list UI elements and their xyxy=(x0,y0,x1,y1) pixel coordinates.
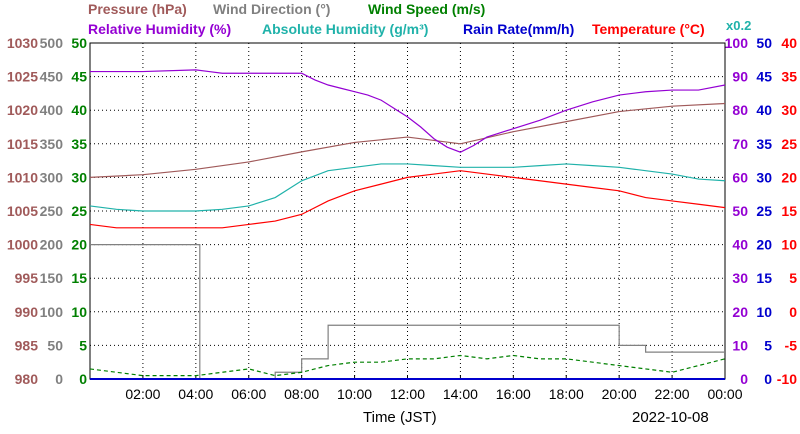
pressure-line xyxy=(89,102,726,178)
y-tick-label: 450 xyxy=(40,69,64,85)
wind-direction-line xyxy=(90,244,725,380)
y-tick-label: 980 xyxy=(15,371,39,387)
y-tick-label: 0 xyxy=(764,371,772,387)
y-tick-label: 0 xyxy=(55,371,63,387)
x-tick-label: 00:00 xyxy=(707,386,742,402)
wind-speed-title: Wind Speed (m/s) xyxy=(368,1,486,17)
y-tick-label: 30 xyxy=(781,102,797,118)
y-tick-label: 50 xyxy=(732,203,748,219)
y-tick-label: 40 xyxy=(732,237,748,253)
y-tick-label: 400 xyxy=(40,102,64,118)
y-tick-label: 30 xyxy=(756,169,772,185)
y-tick-label: 60 xyxy=(732,169,748,185)
pressure-title: Pressure (hPa) xyxy=(88,1,187,17)
y-tick-label: 1005 xyxy=(7,203,38,219)
y-tick-label: 1025 xyxy=(7,69,38,85)
y-tick-label: 0 xyxy=(79,371,87,387)
y-tick-label: 1010 xyxy=(7,169,38,185)
y-tick-label: 995 xyxy=(15,270,39,286)
y-tick-label: 985 xyxy=(15,337,39,353)
y-tick-label: 90 xyxy=(732,69,748,85)
relative-humidity-title: Relative Humidity (%) xyxy=(88,21,232,37)
absolute-humidity-title: Absolute Humidity (g/m³) xyxy=(262,21,429,37)
y-tick-label: 300 xyxy=(40,169,64,185)
y-tick-label: 20 xyxy=(781,169,797,185)
y-tick-label: 1030 xyxy=(7,35,38,51)
y-tick-label: 20 xyxy=(756,237,772,253)
temperature-line xyxy=(89,170,726,229)
x-tick-label: 20:00 xyxy=(602,386,637,402)
y-tick-label: 70 xyxy=(732,136,748,152)
x-tick-label: 18:00 xyxy=(549,386,584,402)
y-tick-label: 30 xyxy=(71,169,87,185)
y-tick-label: 1020 xyxy=(7,102,38,118)
y-tick-label: 500 xyxy=(40,35,64,51)
x-axis-label: Time (JST) xyxy=(363,409,437,426)
wind-speed-line xyxy=(89,354,726,377)
y-tick-label: 35 xyxy=(71,136,87,152)
absolute-humidity-line xyxy=(89,163,726,212)
x-tick-label: 08:00 xyxy=(284,386,319,402)
x-tick-label: 14:00 xyxy=(443,386,478,402)
y-tick-label: 20 xyxy=(732,304,748,320)
y-tick-label: -10 xyxy=(777,371,797,387)
y-tick-label: 35 xyxy=(756,136,772,152)
wind-direction-title: Wind Direction (°) xyxy=(213,1,331,17)
y-tick-label: 40 xyxy=(756,102,772,118)
y-tick-label: 5 xyxy=(79,337,87,353)
temperature-title: Temperature (°C) xyxy=(592,21,705,37)
y-tick-label: 10 xyxy=(732,337,748,353)
y-tick-label: 80 xyxy=(732,102,748,118)
rain-rate-title: Rain Rate(mm/h) xyxy=(463,21,575,37)
y-tick-label: 100 xyxy=(40,304,64,320)
x-tick-label: 04:00 xyxy=(178,386,213,402)
y-tick-label: 40 xyxy=(781,35,797,51)
y-tick-label: 5 xyxy=(789,270,797,286)
y-tick-label: 20 xyxy=(71,237,87,253)
y-tick-label: 50 xyxy=(71,35,87,51)
y-tick-label: 15 xyxy=(71,270,87,286)
y-tick-label: 10 xyxy=(781,237,797,253)
y-tick-label: 0 xyxy=(789,304,797,320)
x-tick-label: 22:00 xyxy=(655,386,690,402)
y-tick-label: 30 xyxy=(732,270,748,286)
y-tick-label: 15 xyxy=(756,270,772,286)
y-tick-label: 10 xyxy=(71,304,87,320)
x-tick-label: 12:00 xyxy=(390,386,425,402)
y-tick-label: 25 xyxy=(71,203,87,219)
y-tick-label: 50 xyxy=(756,35,772,51)
y-tick-label: 150 xyxy=(40,270,64,286)
y-tick-label: 200 xyxy=(40,237,64,253)
y-tick-label: 25 xyxy=(756,203,772,219)
y-tick-label: 250 xyxy=(40,203,64,219)
y-tick-label: 45 xyxy=(756,69,772,85)
y-tick-label: 5 xyxy=(764,337,772,353)
y-tick-label: 990 xyxy=(15,304,39,320)
y-tick-label: 350 xyxy=(40,136,64,152)
date-label: 2022-10-08 xyxy=(632,409,709,426)
y-tick-label: 100 xyxy=(725,35,749,51)
rain-scale-label: x0.2 xyxy=(726,18,752,33)
x-tick-label: 10:00 xyxy=(337,386,372,402)
y-tick-label: 35 xyxy=(781,69,797,85)
x-tick-label: 16:00 xyxy=(496,386,531,402)
y-tick-label: 0 xyxy=(740,371,748,387)
y-tick-label: 40 xyxy=(71,102,87,118)
y-tick-label: 25 xyxy=(781,136,797,152)
x-tick-label: 02:00 xyxy=(125,386,160,402)
relative-humidity-line xyxy=(90,69,726,153)
y-tick-label: 10 xyxy=(756,304,772,320)
y-tick-label: 15 xyxy=(781,203,797,219)
y-tick-label: 45 xyxy=(71,69,87,85)
x-tick-label: 06:00 xyxy=(231,386,266,402)
y-tick-label: 50 xyxy=(47,337,63,353)
y-tick-label: -5 xyxy=(785,337,798,353)
y-tick-label: 1000 xyxy=(7,237,38,253)
y-tick-label: 1015 xyxy=(7,136,38,152)
